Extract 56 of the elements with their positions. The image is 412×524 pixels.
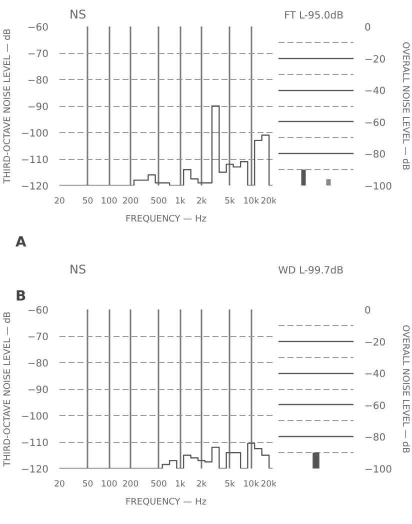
y-tick-label: −100 xyxy=(364,182,392,192)
y-tick-label: −80 xyxy=(364,150,386,161)
x-tick-label: 100 xyxy=(101,196,118,206)
y-tick-label: −120 xyxy=(21,464,49,476)
x-tick-label: 10k xyxy=(243,196,260,206)
y-tick-label: −70 xyxy=(27,332,49,343)
chart-title: NS xyxy=(70,8,86,22)
y-tick-label: −60 xyxy=(364,400,386,412)
y2-axis-title: OVERALL NOISE LEVEL — dB xyxy=(400,42,410,170)
y-tick-label: −120 xyxy=(21,182,49,192)
x-axis-title: FREQUENCY — Hz xyxy=(125,498,207,508)
x-tick-label: 2k xyxy=(196,480,207,490)
x-tick-label: 20 xyxy=(54,480,65,490)
chart-title: FT L-95.0dB xyxy=(284,10,344,22)
y-tick-label: −60 xyxy=(27,306,49,316)
y-tick-label: −70 xyxy=(27,49,49,60)
x-tick-label: 5k xyxy=(224,196,235,206)
x-tick-label: 200 xyxy=(122,196,139,206)
y-tick-label: −100 xyxy=(21,412,49,422)
y-axis-title: THIRD-OCTAVE NOISE LEVEL — dB xyxy=(3,28,14,184)
x-tick-label: 2k xyxy=(196,196,207,206)
y-tick-label: −110 xyxy=(21,155,49,166)
y-tick-label: −80 xyxy=(27,76,49,86)
y-tick-label: −60 xyxy=(364,118,386,129)
y-axis-title: THIRD-OCTAVE NOISE LEVEL — dB xyxy=(3,312,14,468)
x-tick-label: 1k xyxy=(174,196,186,206)
x-tick-label: 1k xyxy=(174,480,186,490)
x-tick-label: 20 xyxy=(54,196,65,206)
y-tick-label: −80 xyxy=(27,358,49,370)
x-tick-label: 500 xyxy=(150,196,167,206)
y-tick-label: −110 xyxy=(21,438,49,449)
y-tick-label: 0 xyxy=(364,306,371,316)
x-tick-label: 50 xyxy=(82,196,94,206)
y-tick-label: −40 xyxy=(364,369,386,380)
text: A xyxy=(16,234,26,250)
y-tick-label: −90 xyxy=(27,102,49,113)
chart-title: NS xyxy=(70,262,86,276)
x-tick-label: 100 xyxy=(101,480,118,490)
x-tick-label: 50 xyxy=(82,480,94,490)
x-tick-label: 500 xyxy=(150,480,167,490)
y-tick-label: −20 xyxy=(364,337,386,348)
y-tick-label: 0 xyxy=(364,22,371,34)
y-tick-label: −100 xyxy=(364,464,392,476)
y-tick-label: −60 xyxy=(27,22,49,34)
y-tick-label: −100 xyxy=(21,128,49,140)
y2-axis-title: OVERALL NOISE LEVEL — dB xyxy=(400,324,410,454)
x-tick-label: 10k xyxy=(243,480,260,490)
x-tick-label: 5k xyxy=(224,480,235,490)
y-tick-label: −90 xyxy=(27,385,49,396)
y-tick-label: −40 xyxy=(364,86,386,98)
x-axis-title: FREQUENCY — Hz xyxy=(125,214,207,224)
y-tick-label: −20 xyxy=(364,54,386,66)
y-tick-label: −80 xyxy=(364,432,386,444)
chart-title: WD L-99.7dB xyxy=(278,266,344,276)
x-tick-label: 200 xyxy=(122,480,139,490)
text: B xyxy=(16,288,26,304)
